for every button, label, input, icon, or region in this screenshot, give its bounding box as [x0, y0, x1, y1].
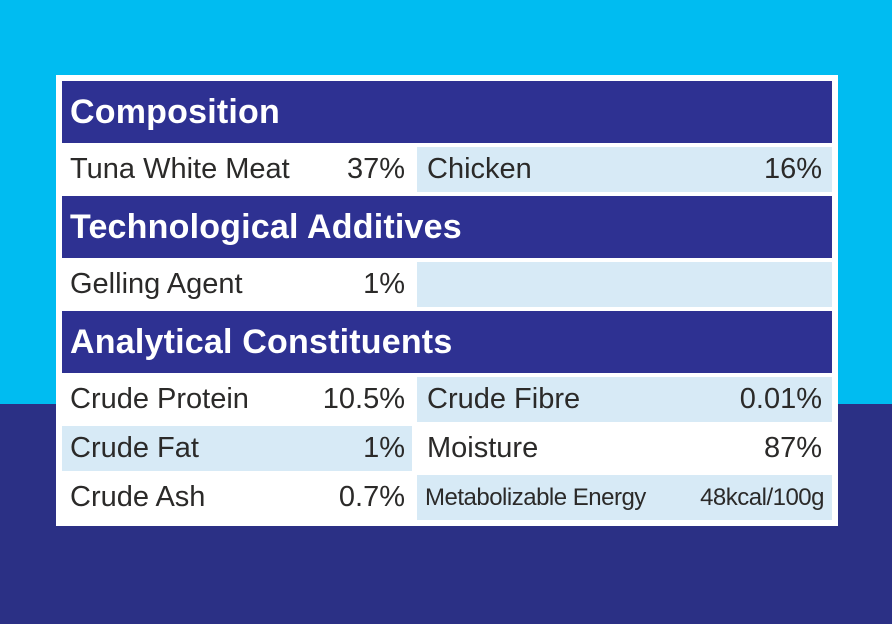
analytical-row-3: Crude Ash 0.7% Metabolizable Energy 48kc… [62, 475, 832, 520]
cell-tuna-white-meat: Tuna White Meat 37% [62, 147, 412, 192]
cell-chicken: Chicken 16% [417, 147, 832, 192]
ingredient-name: Moisture [427, 432, 539, 464]
ingredient-name: Crude Ash [70, 481, 206, 513]
ingredient-name: Gelling Agent [70, 268, 243, 300]
ingredient-name: Chicken [427, 153, 532, 185]
ingredient-name: Metabolizable Energy [425, 483, 646, 511]
ingredient-name: Crude Fat [70, 432, 199, 464]
nutrition-label-card: Composition Tuna White Meat 37% Chicken … [56, 75, 838, 526]
cell-crude-ash: Crude Ash 0.7% [62, 475, 412, 520]
ingredient-value: 87% [763, 432, 822, 464]
cell-gelling-agent: Gelling Agent 1% [62, 262, 412, 307]
ingredient-value: 48kcal/100g [700, 483, 824, 511]
cell-moisture: Moisture 87% [417, 426, 832, 471]
ingredient-value: 1% [363, 268, 405, 300]
section-header-technological-additives: Technological Additives [62, 196, 832, 258]
ingredient-value: 37% [346, 153, 405, 185]
cell-metabolizable-energy: Metabolizable Energy 48kcal/100g [417, 475, 832, 520]
ingredient-name: Crude Fibre [427, 383, 581, 415]
cell-empty [417, 262, 832, 307]
analytical-row-2: Crude Fat 1% Moisture 87% [62, 426, 832, 471]
composition-row: Tuna White Meat 37% Chicken 16% [62, 147, 832, 192]
ingredient-name: Crude Protein [70, 383, 249, 415]
ingredient-value: 1% [363, 432, 405, 464]
cell-crude-fat: Crude Fat 1% [62, 426, 412, 471]
section-title: Analytical Constituents [70, 322, 453, 361]
ingredient-value: 0.7% [338, 481, 405, 513]
ingredient-name: Tuna White Meat [70, 153, 290, 185]
section-header-analytical-constituents: Analytical Constituents [62, 311, 832, 373]
ingredient-value: 16% [763, 153, 822, 185]
additives-row: Gelling Agent 1% [62, 262, 832, 307]
ingredient-value: 10.5% [322, 383, 405, 415]
analytical-row-1: Crude Protein 10.5% Crude Fibre 0.01% [62, 377, 832, 422]
section-header-composition: Composition [62, 81, 832, 143]
ingredient-value: 0.01% [739, 383, 822, 415]
section-title: Technological Additives [70, 207, 462, 246]
cell-crude-protein: Crude Protein 10.5% [62, 377, 412, 422]
section-title: Composition [70, 92, 280, 131]
cell-crude-fibre: Crude Fibre 0.01% [417, 377, 832, 422]
